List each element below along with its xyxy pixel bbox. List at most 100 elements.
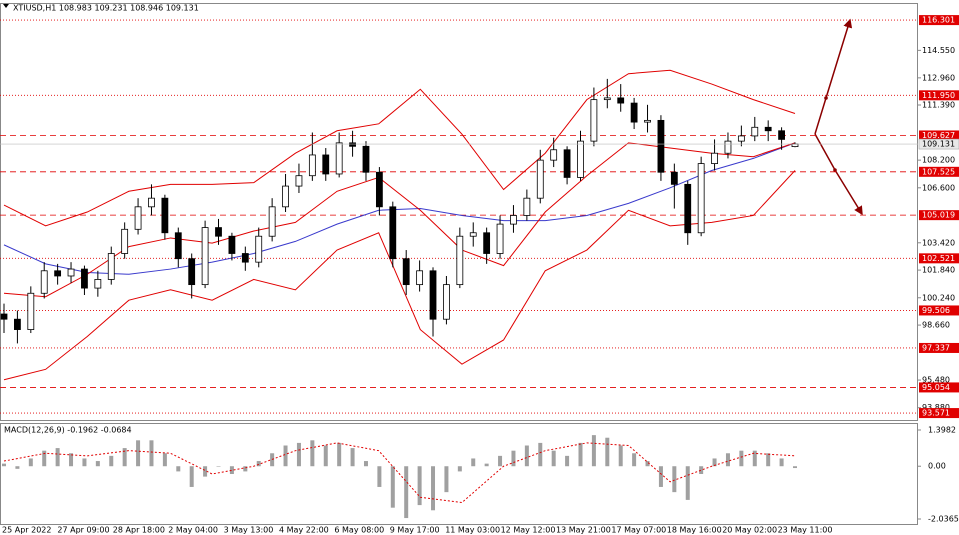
macd-signal (3, 442, 796, 504)
macd-bar (538, 442, 543, 467)
candle-body (295, 175, 303, 187)
last-price-label: 109.131 (922, 140, 955, 149)
candle-body (349, 142, 356, 147)
macd-bar (323, 445, 328, 467)
x-tick-label: 23 May 11:00 (778, 526, 833, 535)
y-tick-label: 112.960 (922, 73, 955, 82)
candle-body (469, 232, 477, 237)
level-label: 111.950 (922, 91, 955, 100)
candle-body (268, 206, 276, 237)
candle-body (14, 318, 21, 330)
y-tick-label: 98.660 (922, 321, 950, 330)
x-tick-label: 2 May 04:00 (168, 526, 218, 535)
candle-body (188, 258, 196, 286)
candle-body (697, 163, 705, 234)
candle-body (603, 97, 611, 101)
macd-bar (256, 461, 261, 467)
candle-body (174, 232, 182, 260)
level-label-box (919, 15, 959, 26)
macd-bar (524, 445, 529, 467)
macd-bar (229, 466, 234, 475)
candle-body (536, 159, 544, 199)
candle-body (711, 152, 718, 165)
level-label: 95.054 (922, 383, 950, 392)
level-label-box (919, 166, 959, 177)
level-label: 109.627 (922, 131, 955, 140)
macd-bar (685, 466, 690, 500)
macd-bar (95, 461, 100, 467)
macd-bar (162, 453, 167, 467)
chart-title: XTIUSD,H1 108.983 109.231 108.946 109.13… (13, 4, 199, 13)
macd-bar (69, 453, 74, 467)
candle-body (308, 154, 316, 177)
moving-average (3, 142, 796, 275)
candle-body (54, 270, 62, 277)
macd-bar (55, 448, 60, 467)
candle-body (737, 135, 745, 142)
macd-bar (2, 463, 6, 467)
candle-body (617, 97, 625, 104)
candle-body (563, 149, 571, 178)
level-label: 102.521 (922, 254, 955, 263)
candle-body (577, 140, 584, 178)
level-label: 107.525 (922, 167, 955, 176)
macd-bar (793, 466, 797, 469)
macd-bar (511, 450, 516, 467)
macd-bar (109, 455, 114, 467)
y-tick-label: 100.240 (922, 293, 955, 302)
macd-bar (122, 448, 127, 467)
macd-bar (203, 466, 208, 477)
macd-bar (136, 440, 141, 467)
candle-body (778, 130, 785, 140)
y-tick-label: 114.550 (922, 46, 955, 55)
candle-body (456, 235, 464, 286)
level-label-box (919, 342, 959, 353)
y-tick-label: 106.600 (922, 183, 955, 192)
macd-bar (243, 466, 248, 472)
candle-body (496, 223, 504, 254)
y-tick-label: -2.0365 (928, 515, 959, 524)
x-tick-label: 17 May 07:00 (611, 526, 666, 535)
macd-bar (189, 466, 194, 487)
candle-body (630, 102, 638, 123)
macd-bar (363, 461, 368, 467)
macd-bar (658, 466, 663, 487)
macd-bar (645, 461, 650, 467)
macd-bar (176, 466, 181, 472)
y-tick-label: 103.420 (922, 238, 955, 247)
macd-bar (431, 466, 436, 511)
x-tick-label: 6 May 08:00 (334, 526, 384, 535)
level-label: 105.019 (922, 211, 955, 220)
candle-body (416, 270, 424, 286)
x-tick-label: 25 Apr 2022 (2, 526, 51, 535)
macd-bar (444, 466, 449, 493)
macd-bar (605, 437, 610, 467)
x-tick-label: 20 May 02:00 (722, 526, 777, 535)
macd-bar (82, 458, 87, 467)
projection-node (833, 168, 837, 172)
macd-bar (632, 453, 637, 467)
level-label: 93.571 (922, 409, 950, 418)
x-tick-label: 18 May 16:00 (667, 526, 722, 535)
macd-bar (216, 466, 221, 467)
candle-body (362, 145, 370, 173)
y-tick-label: 93.880 (922, 403, 950, 412)
candle-body (107, 253, 115, 280)
candle-body (590, 99, 598, 142)
macd-bar (149, 440, 154, 467)
x-tick-label: 27 Apr 09:00 (57, 526, 109, 535)
level-label-box (919, 130, 959, 141)
candle-body (148, 197, 155, 208)
candle-body (684, 183, 692, 234)
macd-bar (752, 450, 757, 467)
macd-bar (457, 466, 462, 472)
x-tick-label: 11 May 03:00 (445, 526, 500, 535)
candle-body (375, 171, 383, 208)
candle-body (751, 126, 759, 137)
macd-bar (350, 448, 355, 467)
y-tick-label: 108.200 (922, 156, 955, 165)
candle-body (402, 258, 410, 286)
candle-body (67, 268, 75, 277)
candle-body (121, 228, 129, 254)
macd-bar (390, 466, 395, 508)
